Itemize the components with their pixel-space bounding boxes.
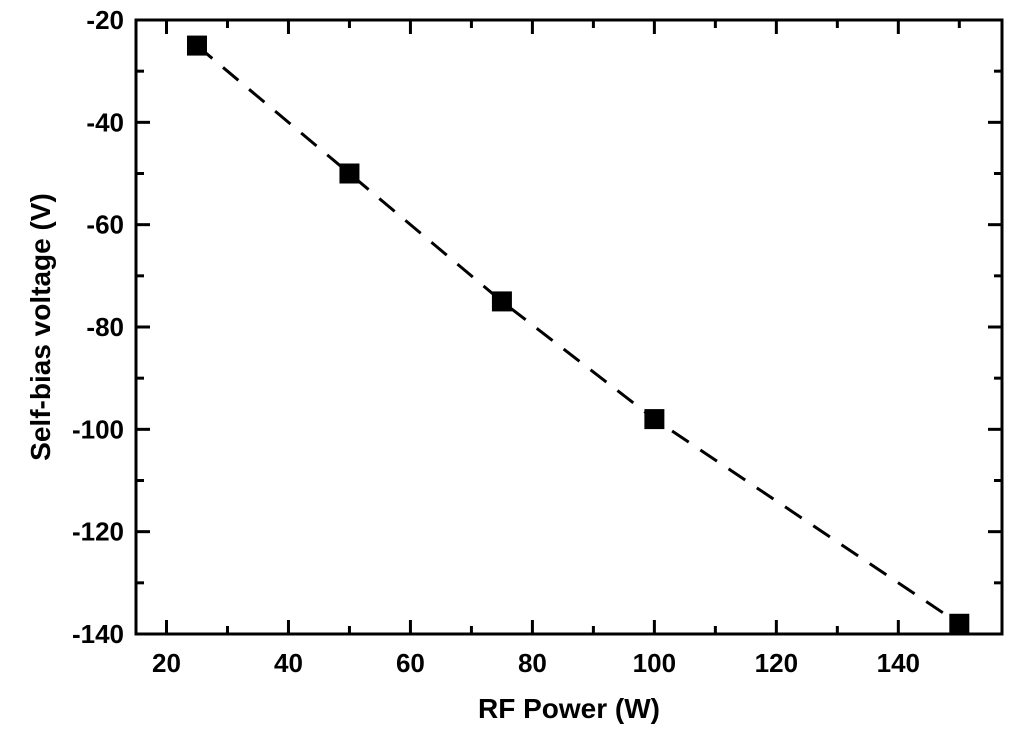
y-tick-label: -40 [86, 107, 124, 137]
data-point-square [186, 35, 207, 56]
dashed-fit-line [196, 44, 961, 626]
data-point-square [339, 163, 360, 184]
x-tick-label: 20 [152, 648, 181, 678]
x-tick-label: 100 [633, 648, 676, 678]
plot-frame [134, 18, 1004, 636]
x-tick-label: 80 [518, 648, 547, 678]
y-axis-label: Self-bias voltage (V) [25, 193, 56, 461]
x-tick-label: 140 [877, 648, 920, 678]
y-tick-label: -100 [72, 414, 124, 444]
y-tick-label: -120 [72, 517, 124, 547]
data-point-square [644, 409, 665, 430]
tick-labels: 20 40 60 80 100 120 140 -20 -40 -60 -80 -100 -120 -14… [72, 5, 920, 678]
y-tick-label: -20 [86, 5, 124, 35]
data-point-square [491, 291, 512, 312]
x-tick-label: 120 [755, 648, 798, 678]
y-tick-label: -80 [86, 312, 124, 342]
x-axis-label: RF Power (W) [478, 693, 660, 724]
data-point-square [949, 613, 970, 634]
y-tick-label: -60 [86, 210, 124, 240]
data-markers [186, 35, 970, 634]
y-tick-label: -140 [72, 619, 124, 649]
ticks [136, 18, 1002, 636]
x-tick-label: 60 [396, 648, 425, 678]
x-tick-label: 40 [274, 648, 303, 678]
